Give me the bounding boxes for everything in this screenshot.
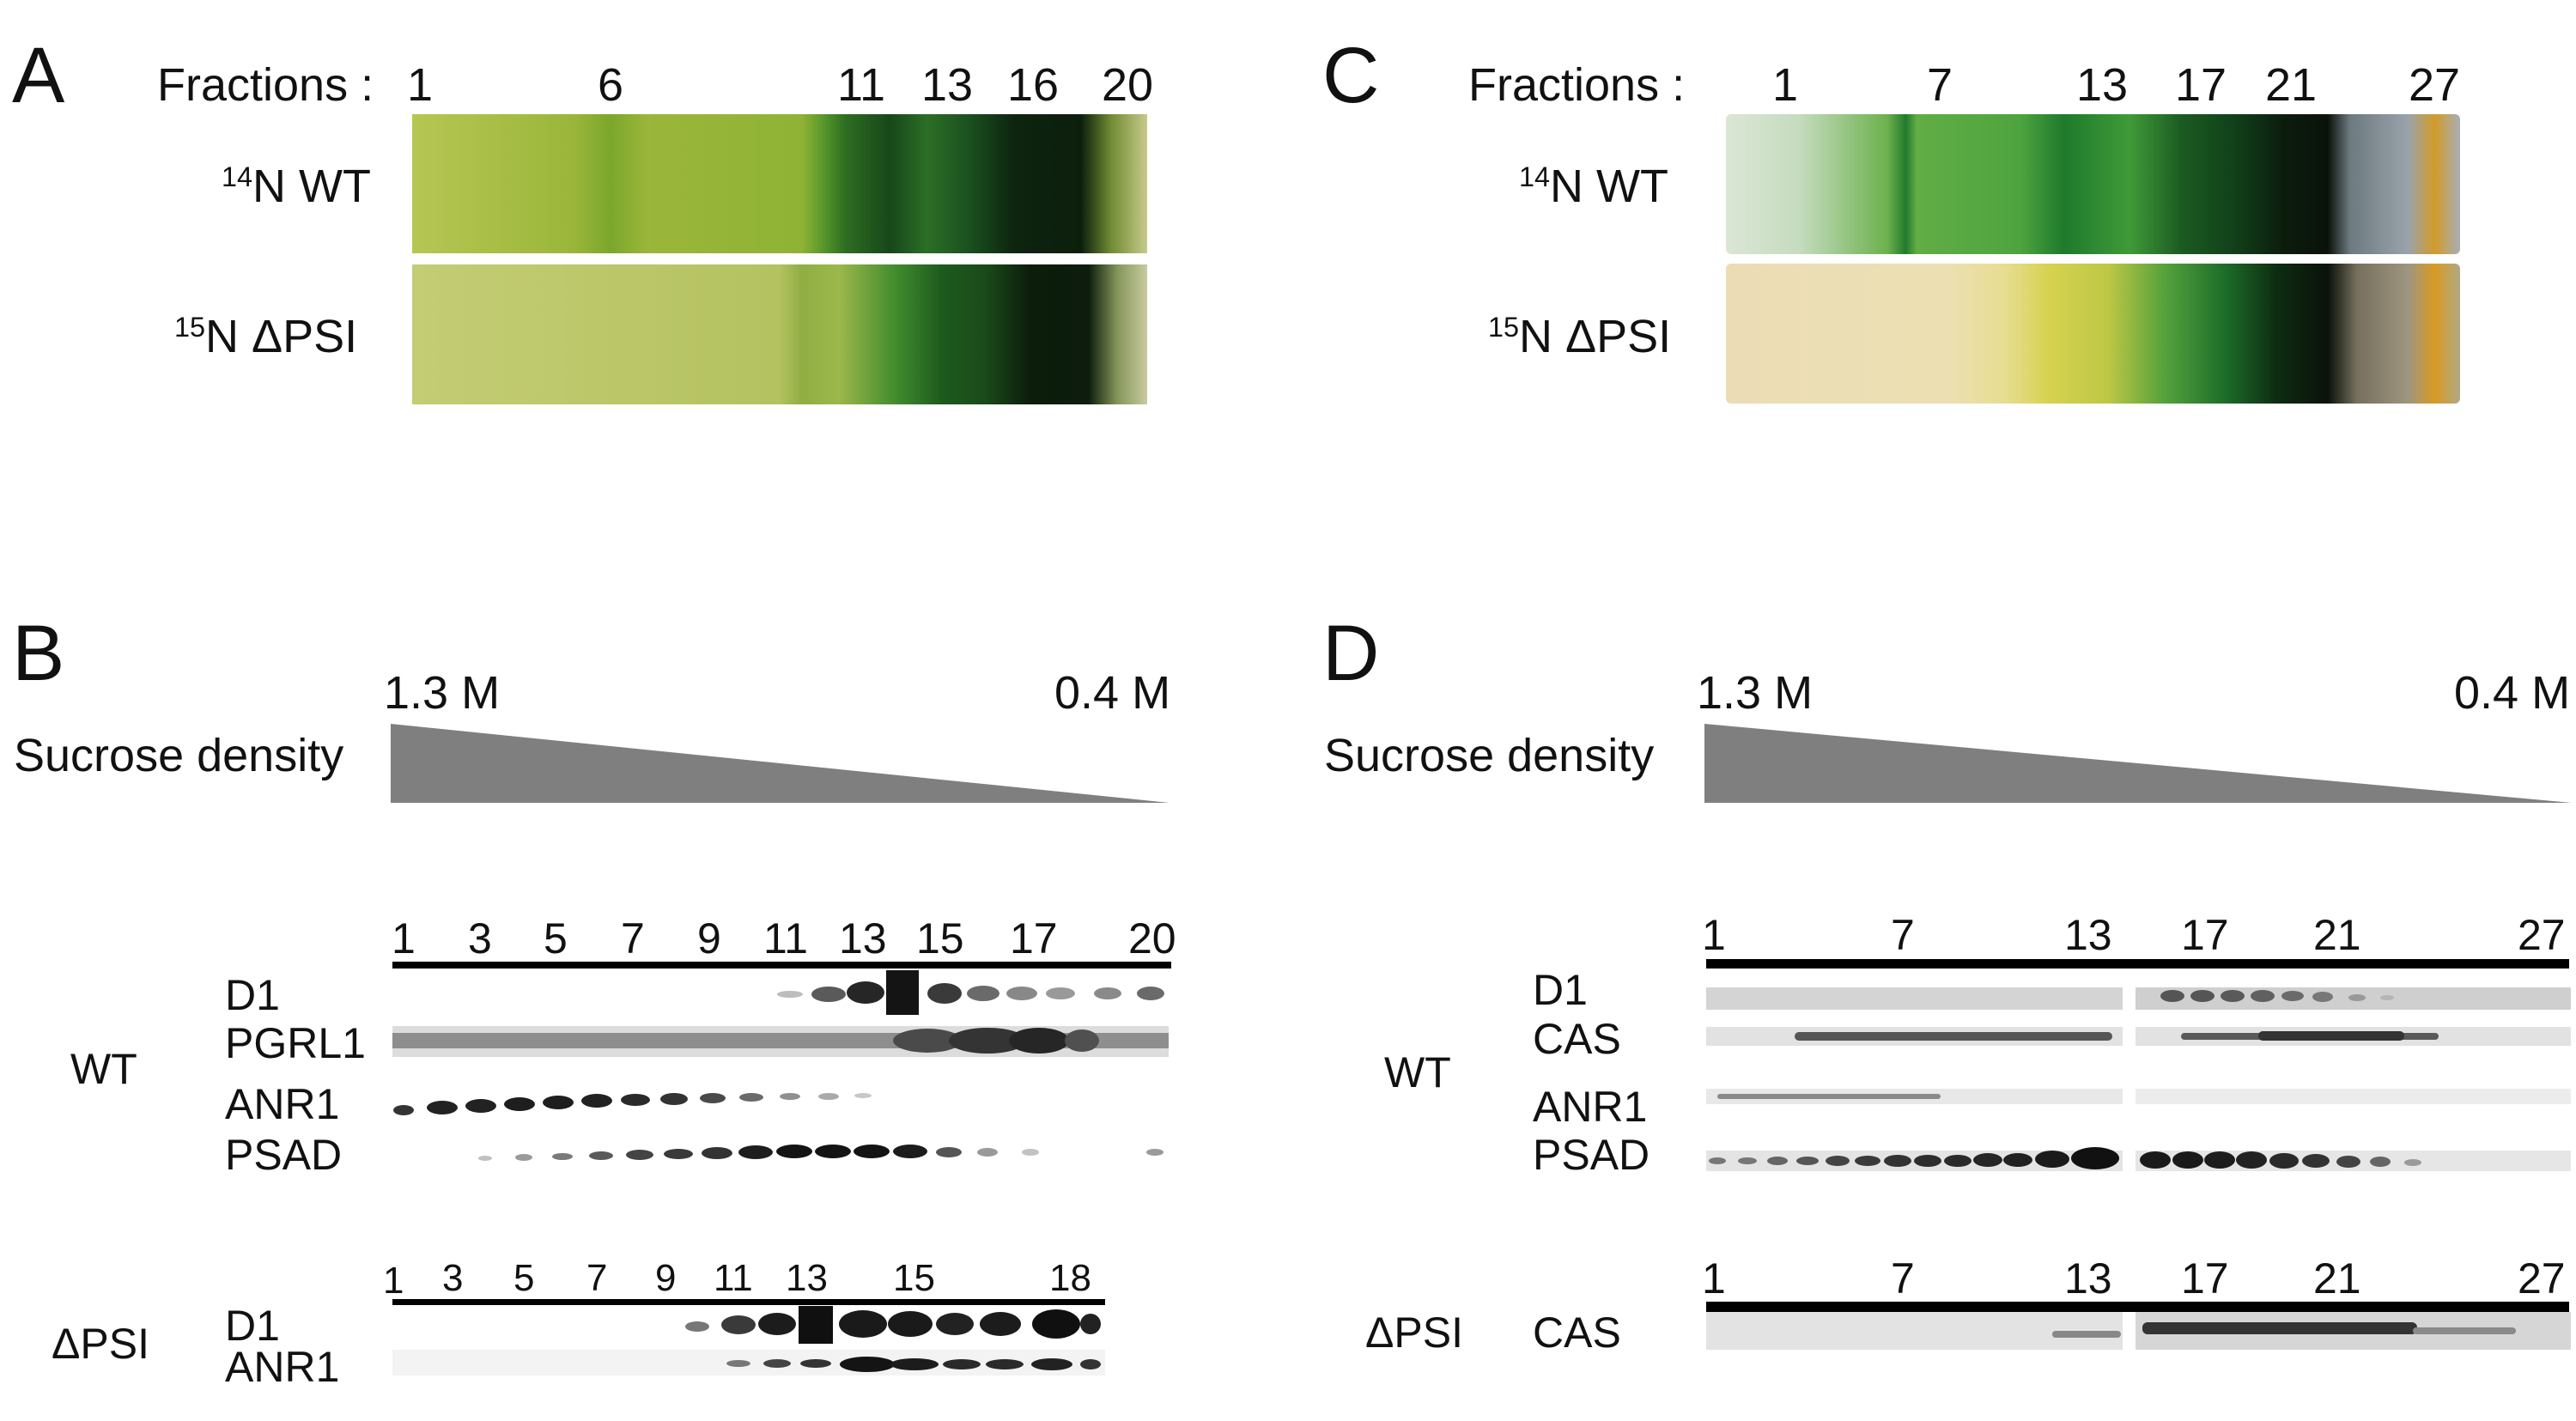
blot-b-dpsi-d1 (685, 1306, 1101, 1344)
panel-d-wt-fraction: 21 (2313, 911, 2361, 959)
panel-c-fraction-tick: 17 (2175, 59, 2227, 111)
panel-d-dpsi-group-label: ΔPSI (1365, 1309, 1463, 1357)
panel-a-row-14n-wt: 14N WT (222, 161, 371, 212)
panel-a-fraction-tick: 6 (598, 59, 624, 111)
panel-c-fraction-tick: 21 (2265, 59, 2318, 111)
blot-b-wt-psad (478, 1145, 1163, 1161)
panel-d-dpsi-fraction: 21 (2313, 1254, 2361, 1303)
blot-b-wt-pgrl1 (392, 1026, 1169, 1057)
panel-b-wt-fraction: 9 (697, 914, 721, 963)
panel-a-fraction-tick: 1 (407, 59, 434, 111)
panel-b-wt-band-anr1: ANR1 (225, 1080, 340, 1128)
panel-b-dpsi-group-label: ΔPSI (52, 1320, 149, 1368)
panel-b-wt-fraction: 3 (468, 914, 492, 963)
panel-d-dpsi-band-cas: CAS (1533, 1309, 1621, 1357)
panel-c-row-15n-dpsi: 15N ΔPSI (1488, 311, 1672, 362)
blot-b-dpsi-header-bar (392, 1299, 1105, 1305)
panel-a-fraction-tick: 16 (1007, 59, 1060, 111)
panel-b-dpsi-band-d1: D1 (225, 1302, 280, 1350)
panel-c-row-14n-wt: 14N WT (1519, 161, 1668, 212)
panel-d-wt-fraction: 7 (1891, 911, 1915, 959)
panel-d-dpsi-fraction: 7 (1891, 1254, 1915, 1303)
panel-d-density-low: 0.4 M (2454, 667, 2571, 719)
blot-b-dpsi-anr1 (392, 1350, 1105, 1375)
panel-a-row-15n-dpsi: 15N ΔPSI (174, 311, 358, 362)
panel-b-density-label: Sucrose density (14, 730, 344, 781)
panel-d-letter: D (1322, 610, 1380, 697)
panel-b-density-high: 1.3 M (384, 667, 501, 719)
blot-d-dpsi-header-bar (1706, 1302, 2569, 1312)
panel-b-dpsi-fraction: 15 (893, 1257, 935, 1299)
panel-b-dpsi-fraction: 1 (383, 1260, 404, 1302)
panel-b-dpsi-fraction: 7 (586, 1257, 608, 1299)
panel-a-fraction-tick: 11 (837, 59, 886, 111)
blot-d-wt-psad (1706, 1147, 2571, 1171)
panel-a-fraction-tick: 20 (1102, 59, 1154, 111)
density-wedge-b (391, 724, 1170, 803)
blot-d-dpsi-cas (1706, 1312, 2571, 1350)
panel-d-wt-band-cas: CAS (1533, 1015, 1621, 1063)
panel-a-fractions-label: Fractions : (157, 59, 374, 111)
blot-b-wt-anr1 (393, 1093, 872, 1115)
panel-a-fraction-tick: 13 (921, 59, 974, 111)
panel-d-dpsi-fraction: 27 (2518, 1254, 2566, 1303)
blot-b-wt-header-bar (392, 962, 1171, 969)
panel-c-fraction-tick: 1 (1772, 59, 1799, 111)
tube-c-14n-wt (1726, 114, 2460, 254)
panel-b-dpsi-fraction: 11 (714, 1257, 753, 1299)
panel-b-wt-fraction: 13 (839, 914, 887, 963)
panel-b-wt-fraction: 1 (392, 914, 416, 963)
panel-b-wt-fraction: 11 (763, 914, 808, 963)
blot-d-wt-header-bar (1706, 959, 2569, 969)
panel-a-letter: A (12, 32, 65, 119)
panel-b-dpsi-fraction: 5 (513, 1257, 535, 1299)
panel-d-wt-band-psad: PSAD (1533, 1131, 1650, 1179)
blot-d-wt-anr1 (1706, 1089, 2571, 1104)
panel-b-dpsi-fraction: 18 (1049, 1257, 1091, 1299)
density-wedge-d (1704, 724, 2572, 803)
panel-d-wt-group-label: WT (1384, 1048, 1451, 1096)
blot-d-wt-cas (1706, 1027, 2571, 1046)
panel-b-density-low: 0.4 M (1054, 667, 1171, 719)
panel-b-dpsi-fraction: 9 (655, 1257, 677, 1299)
blot-b-wt-d1 (777, 970, 1164, 1015)
panel-b-wt-fraction: 7 (621, 914, 645, 963)
panel-d-density-high: 1.3 M (1697, 667, 1814, 719)
panel-d-dpsi-fraction: 13 (2064, 1254, 2112, 1303)
panel-b-wt-band-psad: PSAD (225, 1131, 343, 1179)
panel-b-letter: B (12, 610, 65, 697)
panel-b-dpsi-band-anr1: ANR1 (225, 1343, 340, 1391)
panel-c-fraction-tick: 13 (2076, 59, 2129, 111)
blot-d-wt-d1 (1706, 987, 2571, 1010)
panel-b-wt-band-pgrl1: PGRL1 (225, 1019, 366, 1067)
panel-b-wt-fraction: 17 (1010, 914, 1058, 963)
panel-d-wt-fraction: 17 (2181, 911, 2229, 959)
panel-c-fraction-tick: 7 (1927, 59, 1953, 111)
panel-d-wt-fraction: 27 (2518, 911, 2566, 959)
tube-a-15n-dpsi (412, 264, 1147, 404)
panel-d-wt-fraction: 1 (1702, 911, 1726, 959)
panel-d-wt-fraction: 13 (2064, 911, 2112, 959)
panel-c-fractions-label: Fractions : (1468, 59, 1686, 111)
panel-d-dpsi-fraction: 1 (1702, 1254, 1726, 1303)
panel-d-wt-band-anr1: ANR1 (1533, 1083, 1648, 1131)
panel-d-density-label: Sucrose density (1324, 730, 1655, 781)
panel-b-wt-group-label: WT (70, 1045, 137, 1093)
panel-d-dpsi-fraction: 17 (2181, 1254, 2229, 1303)
panel-b-wt-fraction: 20 (1128, 914, 1176, 963)
panel-b-wt-band-d1: D1 (225, 971, 280, 1019)
tube-c-15n-dpsi (1726, 264, 2460, 404)
panel-d-wt-band-d1: D1 (1533, 966, 1588, 1014)
panel-c-fraction-tick: 27 (2409, 59, 2461, 111)
panel-b-dpsi-fraction: 3 (442, 1257, 464, 1299)
panel-b-wt-fraction: 15 (916, 914, 964, 963)
tube-a-14n-wt (412, 114, 1147, 253)
panel-b-wt-fraction: 5 (544, 914, 568, 963)
panel-b-dpsi-fraction: 13 (786, 1257, 828, 1299)
panel-c-letter: C (1322, 32, 1380, 119)
